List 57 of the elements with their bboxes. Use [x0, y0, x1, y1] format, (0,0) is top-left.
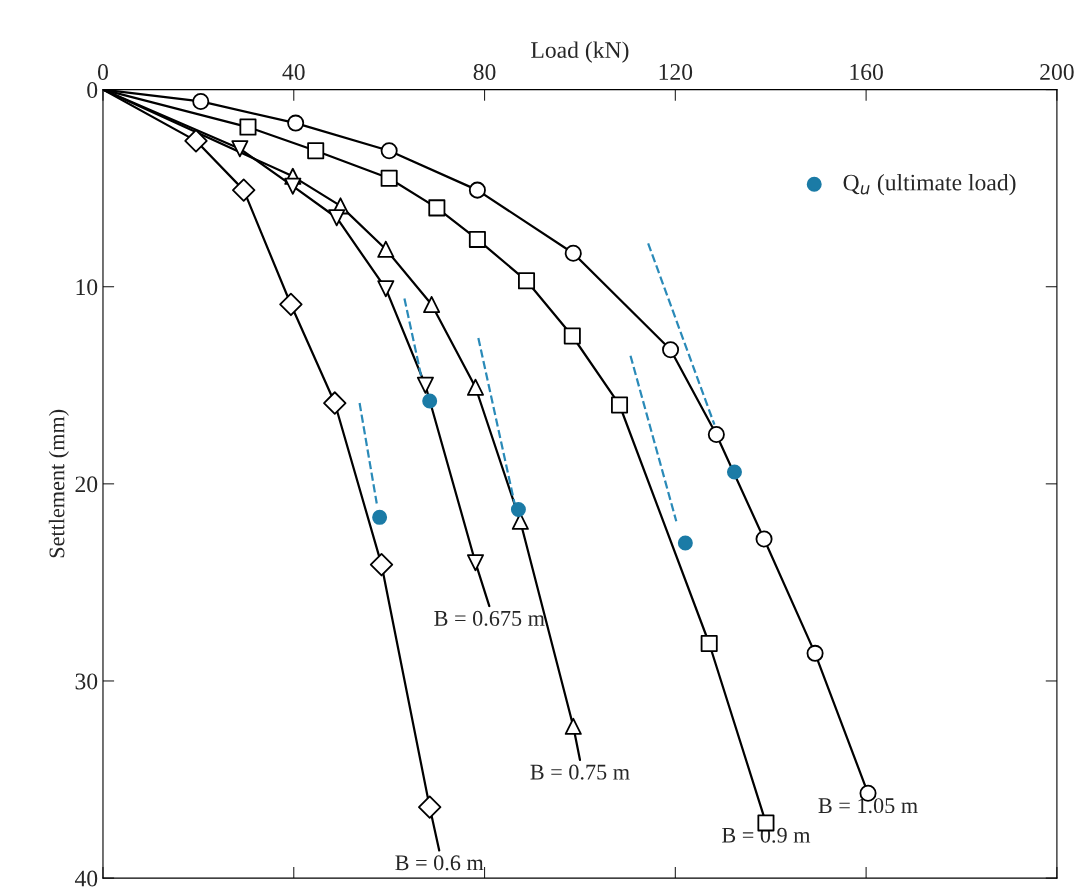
- point: [563, 327, 581, 345]
- point: [416, 376, 434, 394]
- point: [232, 178, 256, 202]
- point: [279, 292, 303, 317]
- series-label: B = 0.675 m: [434, 610, 545, 626]
- series-label: B = 1.05 m: [818, 798, 918, 814]
- point: [700, 634, 718, 653]
- point: [468, 181, 486, 199]
- point: [518, 272, 536, 290]
- point: [422, 393, 438, 409]
- x-tick-label: 200: [1040, 64, 1074, 80]
- y-tick-label: 10: [76, 279, 98, 296]
- point: [564, 717, 582, 735]
- point: [372, 509, 388, 525]
- series-label: B = 0.6 m: [395, 855, 484, 871]
- point: [323, 391, 347, 415]
- point: [564, 244, 582, 262]
- series-label: B = 0.75 m: [530, 764, 630, 780]
- point: [466, 378, 484, 396]
- point: [284, 177, 302, 195]
- x-tick-label: 120: [659, 64, 693, 80]
- y-tick-label: 0: [87, 82, 98, 99]
- x-tick-label: 160: [850, 64, 883, 80]
- point: [418, 795, 442, 819]
- point: [428, 199, 446, 217]
- y-axis-title: Settlement (mm): [48, 409, 69, 558]
- point: [184, 129, 208, 153]
- legend-label: Q$_{u}$ (ultimate load): [843, 173, 1016, 196]
- point: [307, 142, 325, 160]
- y-tick-label: 30: [75, 673, 98, 690]
- y-tick-label: 20: [75, 476, 98, 493]
- y-tick-label: 40: [74, 870, 98, 887]
- point: [662, 341, 680, 359]
- point: [466, 554, 484, 572]
- point: [755, 530, 773, 548]
- x-tick-label: 80: [473, 64, 496, 80]
- point: [611, 396, 629, 414]
- point: [328, 209, 346, 227]
- point: [239, 118, 257, 136]
- point: [380, 169, 398, 187]
- point: [377, 280, 395, 298]
- point: [192, 92, 210, 110]
- point: [423, 295, 441, 313]
- point: [707, 426, 725, 444]
- point: [510, 501, 526, 517]
- point: [677, 535, 693, 551]
- point: [377, 240, 395, 258]
- point: [726, 464, 742, 480]
- x-axis-title: Load (kN): [531, 41, 629, 63]
- point: [806, 644, 824, 662]
- point: [231, 140, 249, 158]
- x-tick-label: 0: [97, 64, 108, 80]
- point: [369, 552, 394, 577]
- point: [468, 230, 486, 248]
- x-tick-label: 40: [282, 64, 305, 80]
- point: [287, 114, 305, 132]
- point: [380, 142, 398, 160]
